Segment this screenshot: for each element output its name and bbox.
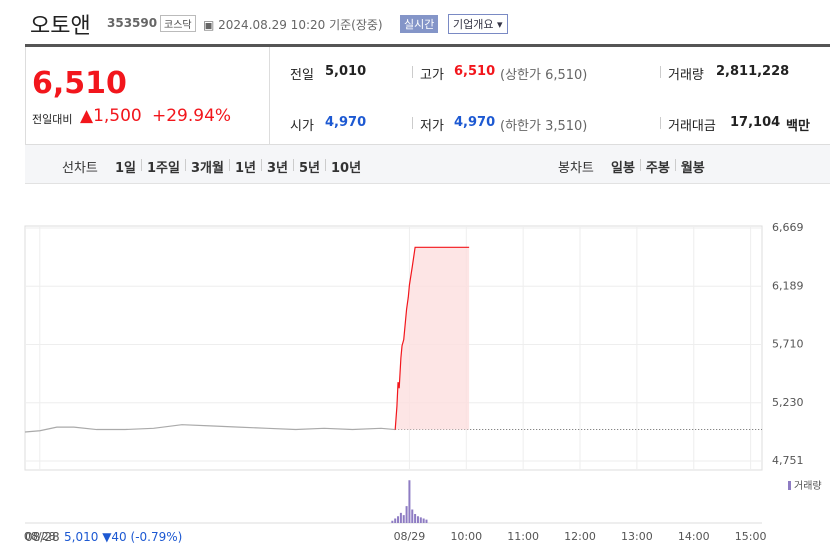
tab-bar <box>25 145 830 184</box>
tab[interactable]: 일봉 <box>611 161 635 176</box>
stat-note: (상한가 6,510) <box>500 68 588 83</box>
current-price: 6,510 <box>32 66 127 101</box>
separator <box>674 159 676 171</box>
tab[interactable]: 주봉 <box>645 161 670 176</box>
time: 2024.08.29 10:20 기준(장중) <box>218 18 383 32</box>
x-tick-label: 10:00 <box>450 530 482 543</box>
change-rate: +29.94% <box>152 106 232 126</box>
stat-value: 17,104 <box>730 115 781 130</box>
footer-change: ▼40 <box>102 530 127 544</box>
volume-bar <box>416 516 419 523</box>
y-tick-label: 5,710 <box>772 338 804 351</box>
x-tick-label: 12:00 <box>564 530 596 543</box>
volume-bar <box>419 517 422 523</box>
market-badge: 코스닥 <box>160 15 196 32</box>
change: ▲1,500 <box>80 106 142 126</box>
plot-frame <box>24 225 763 471</box>
separator <box>660 66 661 78</box>
stock-name: 오토앤 <box>30 14 91 39</box>
tab-label: 봉차트 <box>558 161 594 176</box>
tab[interactable]: 3년 <box>266 161 288 176</box>
volume-legend: 거래량 <box>794 480 822 492</box>
volume-bar <box>408 480 411 523</box>
timestamp: ▣ 2024.08.29 10:20 기준(장중) <box>203 18 383 32</box>
tab[interactable]: 10년 <box>331 161 362 176</box>
overview: 기업개요 <box>453 18 494 31</box>
stat-value: 4,970 <box>454 115 496 130</box>
stat-value: 2,811,228 <box>716 64 790 79</box>
footer-rate: (-0.79%) <box>130 530 183 544</box>
y-tick-label: 6,669 <box>772 221 804 234</box>
tab[interactable]: 3개월 <box>190 161 224 176</box>
volume-bar <box>411 509 414 523</box>
footer-date: 08/28 <box>25 530 60 544</box>
tab[interactable]: 월봉 <box>680 161 705 176</box>
stat-label: 저가 <box>420 119 444 134</box>
stat-label: 시가 <box>290 119 314 134</box>
separator <box>228 159 230 171</box>
volume-bar <box>405 506 408 523</box>
prev-close: 5,010 <box>64 530 99 544</box>
separator <box>660 117 661 129</box>
stat-value: 5,010 <box>325 64 367 79</box>
price-line <box>24 424 396 433</box>
price-line <box>394 246 470 430</box>
tab[interactable]: 1년 <box>234 161 256 176</box>
separator <box>141 159 143 171</box>
y-tick-label: 4,751 <box>772 454 804 467</box>
change-label: 전일대비 <box>32 113 73 126</box>
separator <box>325 159 326 171</box>
tab[interactable]: 1주일 <box>147 161 180 176</box>
separator <box>260 159 262 171</box>
tab-label: 선차트 <box>62 161 98 176</box>
volume-bar <box>414 514 417 523</box>
separator <box>412 66 413 78</box>
stat-unit: 백만 <box>786 119 810 134</box>
change-value: 1,500 <box>93 106 142 126</box>
stat-note: (하한가 3,510) <box>500 119 588 134</box>
volume-bar <box>399 512 402 523</box>
tab[interactable]: 5년 <box>298 161 320 176</box>
volume-legend-mark <box>788 481 791 490</box>
y-tick-label: 5,230 <box>772 396 804 409</box>
stat-value: 4,970 <box>325 115 367 130</box>
divider <box>25 44 830 47</box>
volume-bar <box>425 519 428 523</box>
x-tick-label: 11:00 <box>507 530 539 543</box>
volume-bar <box>394 518 397 523</box>
stat-label: 거래대금 <box>668 119 716 134</box>
tab[interactable]: 1일 <box>115 161 137 176</box>
volume-bar <box>391 520 394 523</box>
price-box <box>25 47 270 144</box>
stat-value: 6,510 <box>454 64 496 79</box>
x-tick-label: 08/29 <box>394 530 426 543</box>
volume-bar <box>397 516 400 523</box>
overview-button[interactable]: 기업개요 ▾ <box>448 14 508 34</box>
separator <box>292 159 294 171</box>
x-tick-label: 14:00 <box>678 530 710 543</box>
stat-label: 고가 <box>420 68 444 83</box>
y-tick-label: 6,189 <box>772 279 804 292</box>
realtime-button[interactable]: 실시간 <box>400 15 439 33</box>
volume-bar <box>422 518 425 523</box>
x-tick-label: 13:00 <box>621 530 653 543</box>
separator <box>639 159 641 171</box>
x-tick-label: 08/28 <box>24 530 56 543</box>
stock-code: 353590 <box>107 16 158 30</box>
x-tick-label: 15:00 <box>735 530 767 543</box>
volume-bar <box>402 515 405 523</box>
stat-label: 전일 <box>290 68 314 83</box>
divider <box>25 144 830 145</box>
area <box>395 247 470 430</box>
stat-label: 거래량 <box>668 68 704 83</box>
separator <box>184 159 186 171</box>
footer-price: 5,010 ▼40 (-0.79%) <box>64 530 182 544</box>
separator <box>412 117 413 129</box>
